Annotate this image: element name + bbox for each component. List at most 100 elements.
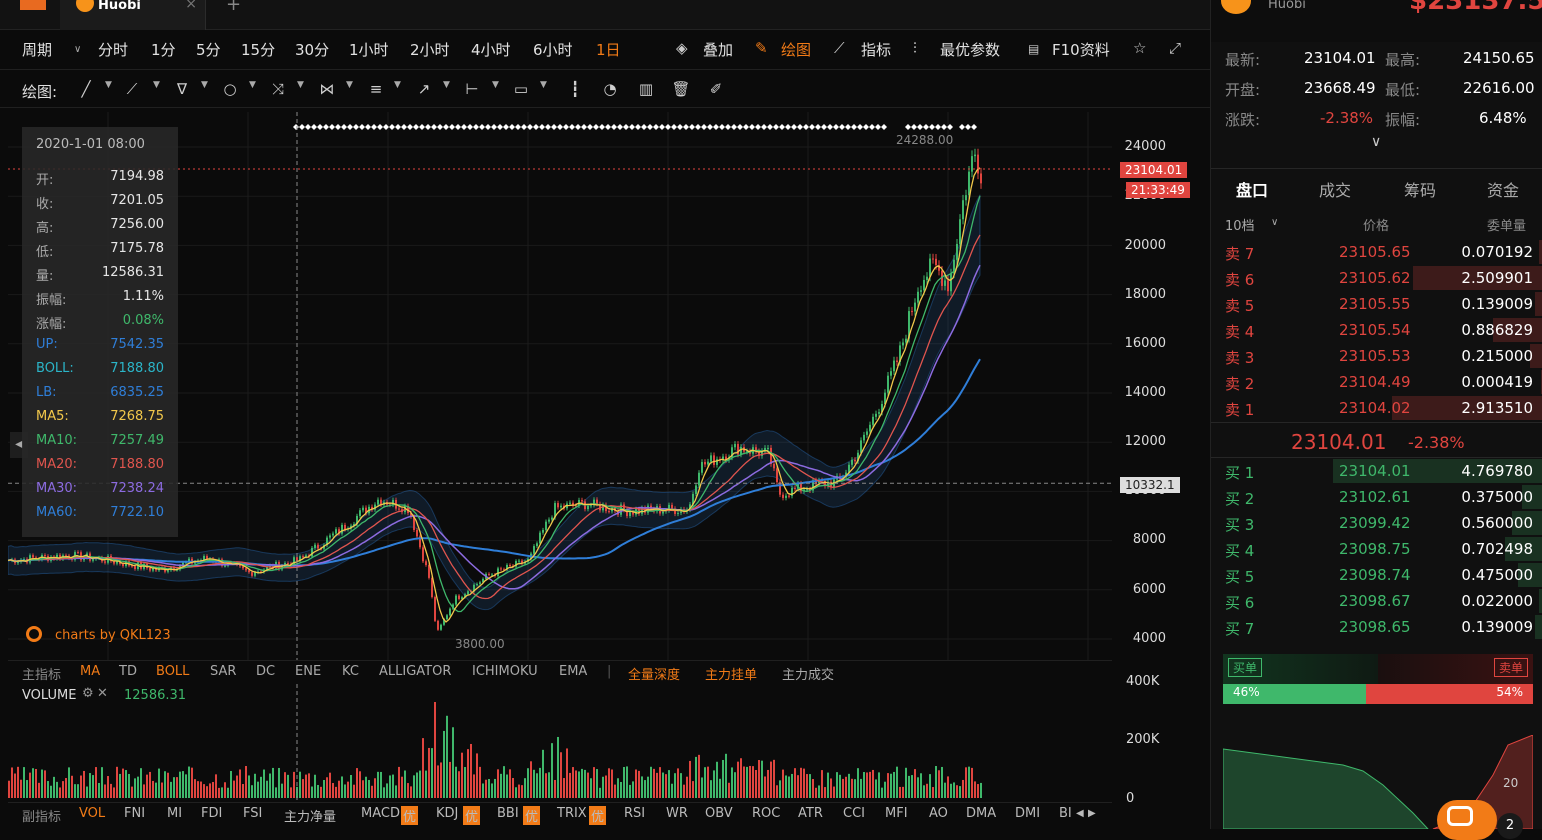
trash-icon[interactable]: 🗑 [671,80,691,98]
main-indicator-label: 主指标 [22,664,61,683]
indicator-alligator[interactable]: ALLIGATOR [379,664,451,679]
sub-fdi[interactable]: FDI [201,806,222,821]
best-params-button[interactable]: 最优参数 [940,39,1000,60]
indicator-sar[interactable]: SAR [210,664,236,679]
sub-net-volume[interactable]: 主力净量 [284,806,336,825]
circle-tool-icon[interactable]: ○ [220,80,240,98]
sub-kdj[interactable]: KDJ [436,806,458,821]
star-icon[interactable]: ☆ [1133,39,1146,57]
scroll-right-icon[interactable]: ▶ [1088,808,1096,819]
sub-vol[interactable]: VOL [79,806,105,821]
tab-funds[interactable]: 资金 [1487,177,1519,201]
indicator-ene[interactable]: ENE [295,664,321,679]
chat-button[interactable] [1437,800,1497,840]
settings-icon[interactable]: ⚙ [82,686,94,701]
sub-cci[interactable]: CCI [843,806,865,821]
indicator-full-depth[interactable]: 全量深度 [628,664,680,683]
interval-1d[interactable]: 1日 [596,39,621,60]
sub-dmi[interactable]: DMI [1015,806,1040,821]
note-tool-icon[interactable]: ▭ [511,80,531,98]
scroll-left-icon[interactable]: ◀ [1076,808,1084,819]
bar-tool-icon[interactable]: ┇ [565,80,585,98]
indicator-ichimoku[interactable]: ICHIMOKU [472,664,538,679]
indicator-kc[interactable]: KC [342,664,359,679]
interval-6h[interactable]: 6小时 [533,39,573,60]
f10-button[interactable]: F10资料 [1052,39,1110,60]
volume-bar [239,769,241,798]
sub-roc[interactable]: ROC [752,806,780,821]
close-icon[interactable]: ✕ [97,686,108,701]
depth-levels-select[interactable]: 10档 [1225,215,1255,234]
indicator-ema[interactable]: EMA [559,664,587,679]
ray-tool-icon[interactable]: ⟋ [122,80,142,98]
chevron-down-icon[interactable]: ∨ [74,44,81,55]
sub-rsi[interactable]: RSI [624,806,645,821]
sub-wr[interactable]: WR [666,806,688,821]
histogram-tool-icon[interactable]: ▥ [636,80,656,98]
line-tool-icon[interactable]: ╱ [76,80,96,98]
sub-trix[interactable]: TRIX [557,806,587,821]
tab-orderbook[interactable]: 盘口 [1236,177,1268,201]
sub-fsi[interactable]: FSI [243,806,262,821]
tab-chips[interactable]: 筹码 [1404,177,1436,201]
measure-tool-icon[interactable]: ⊢ [462,80,482,98]
wave-tool-icon[interactable]: ⤨ [268,80,288,98]
sub-dma[interactable]: DMA [966,806,996,821]
sub-bi[interactable]: BI [1059,806,1072,821]
fib-tool-icon[interactable]: ≡ [366,80,386,98]
overlay-button[interactable]: 叠加 [703,39,733,60]
sub-mi[interactable]: MI [167,806,182,821]
indicator-dc[interactable]: DC [256,664,275,679]
indicator-main-trades[interactable]: 主力成交 [782,664,834,683]
indicator-main-orders[interactable]: 主力挂单 [705,664,757,683]
sub-ao[interactable]: AO [929,806,948,821]
chevron-down-icon[interactable]: ∨ [1271,217,1278,228]
sub-fni[interactable]: FNI [124,806,145,821]
event-marker-icon [359,124,365,130]
channel-tool-icon[interactable]: ∇ [172,80,192,98]
tab-huobi[interactable]: Huobi × [60,0,206,30]
indicator-button[interactable]: 指标 [861,39,891,60]
arrow-tool-icon[interactable]: ↗ [414,80,434,98]
sub-macd[interactable]: MACD [361,806,400,821]
indicator-td[interactable]: TD [119,664,137,679]
interval-2h[interactable]: 2小时 [410,39,450,60]
draw-button[interactable]: 绘图 [781,39,811,60]
expand-chevron-icon[interactable]: ∨ [1371,134,1381,150]
interval-fenshi[interactable]: 分时 [98,39,128,60]
pattern-tool-icon[interactable]: ⋈ [317,80,337,98]
sub-mfi[interactable]: MFI [885,806,908,821]
close-icon[interactable]: × [185,0,197,12]
volume-bar [215,774,217,798]
interval-1m[interactable]: 1分 [151,39,176,60]
indicator-boll[interactable]: BOLL [156,664,189,679]
sub-obv[interactable]: OBV [705,806,733,821]
interval-5m[interactable]: 5分 [196,39,221,60]
fullscreen-icon[interactable]: ⤢ [1169,39,1181,57]
pie-tool-icon[interactable]: ◔ [600,80,620,98]
interval-15m[interactable]: 15分 [241,39,275,60]
indicator-ma[interactable]: MA [80,664,100,679]
sub-bbi[interactable]: BBI [497,806,519,821]
interval-4h[interactable]: 4小时 [471,39,511,60]
tab-trades[interactable]: 成交 [1319,177,1351,201]
eraser-icon[interactable]: ✐ [706,80,726,98]
sub-atr[interactable]: ATR [798,806,823,821]
interval-1h[interactable]: 1小时 [349,39,389,60]
add-tab-icon[interactable]: + [226,0,241,15]
interval-30m[interactable]: 30分 [295,39,329,60]
